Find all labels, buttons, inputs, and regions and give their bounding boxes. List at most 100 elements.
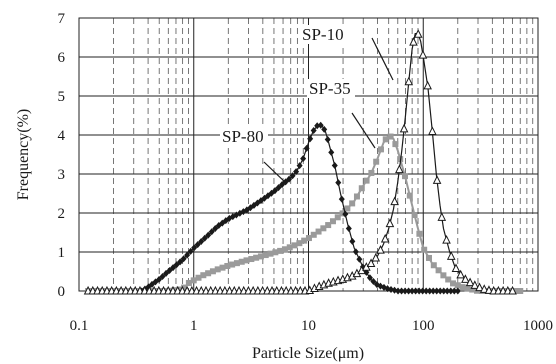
annotation-leader-sp-80 [263, 161, 288, 185]
data-point [445, 276, 452, 283]
data-point [156, 275, 163, 283]
data-point [413, 29, 423, 38]
data-point [335, 179, 342, 187]
series-sp-80 [138, 121, 461, 295]
data-point [305, 235, 312, 242]
data-point [376, 244, 385, 254]
data-point [257, 253, 264, 260]
data-point [425, 254, 432, 261]
y-tick-label: 2 [58, 206, 66, 222]
y-tick-label: 4 [58, 128, 66, 144]
data-point [411, 212, 418, 219]
data-point [293, 168, 300, 176]
y-axis-label: Frequency(%) [15, 109, 32, 201]
data-point [185, 279, 192, 286]
data-point [272, 249, 279, 256]
data-point [314, 122, 321, 130]
data-point [205, 231, 212, 239]
data-point [303, 144, 310, 152]
data-point [184, 251, 191, 259]
data-point [301, 237, 308, 244]
data-point [187, 247, 194, 255]
data-point [338, 195, 345, 203]
data-point [402, 287, 409, 295]
data-point [416, 287, 423, 295]
data-point [423, 80, 432, 90]
data-point [447, 287, 454, 295]
series-annotations: SP-10 SP-35 SP-80 [220, 25, 394, 185]
data-point [201, 234, 208, 242]
data-point [214, 266, 221, 273]
data-point [475, 282, 484, 292]
y-tick-label: 3 [58, 167, 66, 183]
x-tick-label: 10 [301, 318, 316, 334]
data-point [325, 222, 332, 229]
data-point [444, 287, 451, 295]
annotation-bg-sp-80 [220, 127, 268, 146]
data-point [243, 257, 250, 264]
data-point [440, 287, 447, 295]
data-point [329, 218, 336, 225]
data-point [470, 280, 480, 289]
data-point [461, 274, 470, 283]
x-tick-label: 1000 [523, 318, 553, 334]
data-point [363, 177, 370, 184]
data-point [181, 284, 188, 291]
data-point [484, 285, 494, 294]
data-point [366, 274, 373, 282]
data-point [464, 285, 471, 292]
data-point [205, 270, 212, 277]
y-tick-label: 5 [58, 89, 66, 105]
data-point [233, 260, 240, 267]
data-point [317, 121, 324, 129]
data-point [353, 193, 360, 200]
data-point [446, 251, 456, 260]
data-point [508, 285, 517, 295]
y-tick-label: 0 [58, 284, 66, 300]
data-point [321, 125, 328, 133]
data-point [272, 187, 279, 195]
data-point [275, 184, 282, 192]
data-point [356, 255, 363, 263]
annotation-bg-sp-10 [300, 25, 348, 44]
data-point [512, 288, 519, 294]
data-point [310, 127, 317, 135]
data-point [423, 287, 430, 295]
data-point [349, 237, 356, 245]
x-axis-label: Particle Size(μm) [252, 345, 364, 362]
x-tick-labels: 0.1 1 10 100 1000 [70, 318, 553, 334]
data-point [296, 240, 303, 247]
data-point [366, 258, 376, 268]
annotation-leader-sp-10 [371, 37, 394, 81]
annotation-leader-sp-35 [351, 112, 376, 149]
data-point [373, 158, 380, 165]
data-point [435, 267, 442, 274]
data-point [320, 225, 327, 232]
data-point [208, 228, 215, 236]
data-point [432, 175, 442, 184]
data-point [262, 252, 269, 259]
data-point [368, 169, 375, 176]
data-point [177, 258, 184, 266]
data-point [212, 224, 219, 232]
data-point [469, 286, 476, 293]
data-point [454, 287, 461, 295]
data-point [406, 192, 413, 199]
data-point [382, 136, 389, 143]
data-point [437, 212, 447, 221]
data-point [371, 252, 381, 262]
data-point [310, 231, 317, 238]
data-point [334, 214, 341, 221]
data-point [412, 287, 419, 295]
data-point [380, 233, 390, 243]
data-point [345, 224, 352, 232]
data-point [440, 272, 447, 279]
series-sp-10 [83, 29, 517, 295]
data-point [191, 244, 198, 252]
data-point [437, 287, 444, 295]
data-point [419, 287, 426, 295]
grid [78, 17, 539, 292]
data-point [517, 288, 524, 294]
data-point [399, 123, 409, 133]
